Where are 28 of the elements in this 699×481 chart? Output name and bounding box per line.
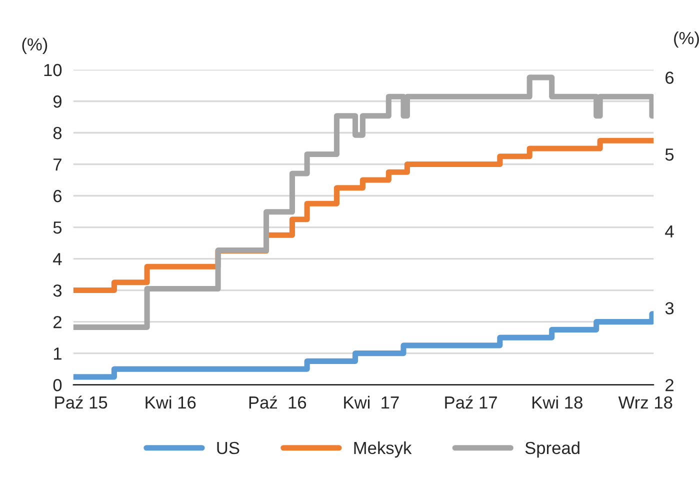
y-tick-label: 8 [53, 126, 62, 140]
y-tick-label: 7 [54, 158, 62, 171]
x-tick-label: Wrz 18 [618, 396, 672, 409]
y-tick-label: 4 [53, 253, 62, 266]
y-tick-label: 3 [53, 284, 62, 297]
y2-tick-label: 2 [666, 378, 674, 392]
legend-label: Meksyk [354, 441, 412, 458]
x-tick-label: Paź 16 [249, 396, 306, 409]
x-tick-label: Kwi 18 [532, 396, 582, 409]
x-tick-label: Kwi 16 [146, 396, 196, 409]
y-tick-label: 9 [53, 95, 62, 108]
y-tick-label: 0 [53, 378, 62, 392]
y-tick-label: 2 [54, 316, 62, 328]
legend-label: Spread [525, 441, 580, 458]
y2-tick-label: 4 [665, 225, 674, 238]
legend-label: US [217, 442, 240, 454]
x-tick-label: Paź 17 [445, 396, 497, 409]
y2-tick-label: 5 [665, 148, 674, 161]
y-tick-label: 5 [53, 222, 62, 234]
x-tick-label: Paź 15 [55, 396, 108, 409]
y-axis-title: (%) [22, 38, 48, 54]
x-tick-label: Kwi 17 [344, 396, 399, 408]
y2-tick-label: 6 [666, 72, 674, 84]
y-tick-label: 1 [54, 348, 62, 360]
y2-tick-label: 3 [665, 302, 674, 314]
y-tick-label: 10 [44, 64, 62, 76]
y-tick-label: 6 [54, 190, 62, 202]
y2-axis-title: (%) [674, 32, 699, 48]
